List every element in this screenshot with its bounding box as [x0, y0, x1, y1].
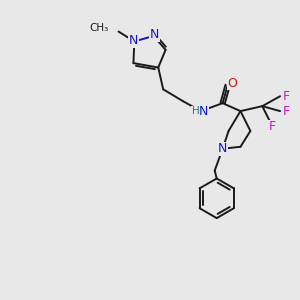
Text: N: N — [218, 142, 227, 155]
Text: N: N — [199, 105, 208, 118]
Text: N: N — [150, 28, 159, 41]
Text: O: O — [228, 77, 238, 90]
Text: CH₃: CH₃ — [89, 22, 109, 33]
Text: F: F — [268, 121, 276, 134]
Text: N: N — [129, 34, 138, 47]
Text: H: H — [192, 106, 200, 116]
Text: F: F — [283, 105, 290, 118]
Text: F: F — [283, 90, 290, 103]
